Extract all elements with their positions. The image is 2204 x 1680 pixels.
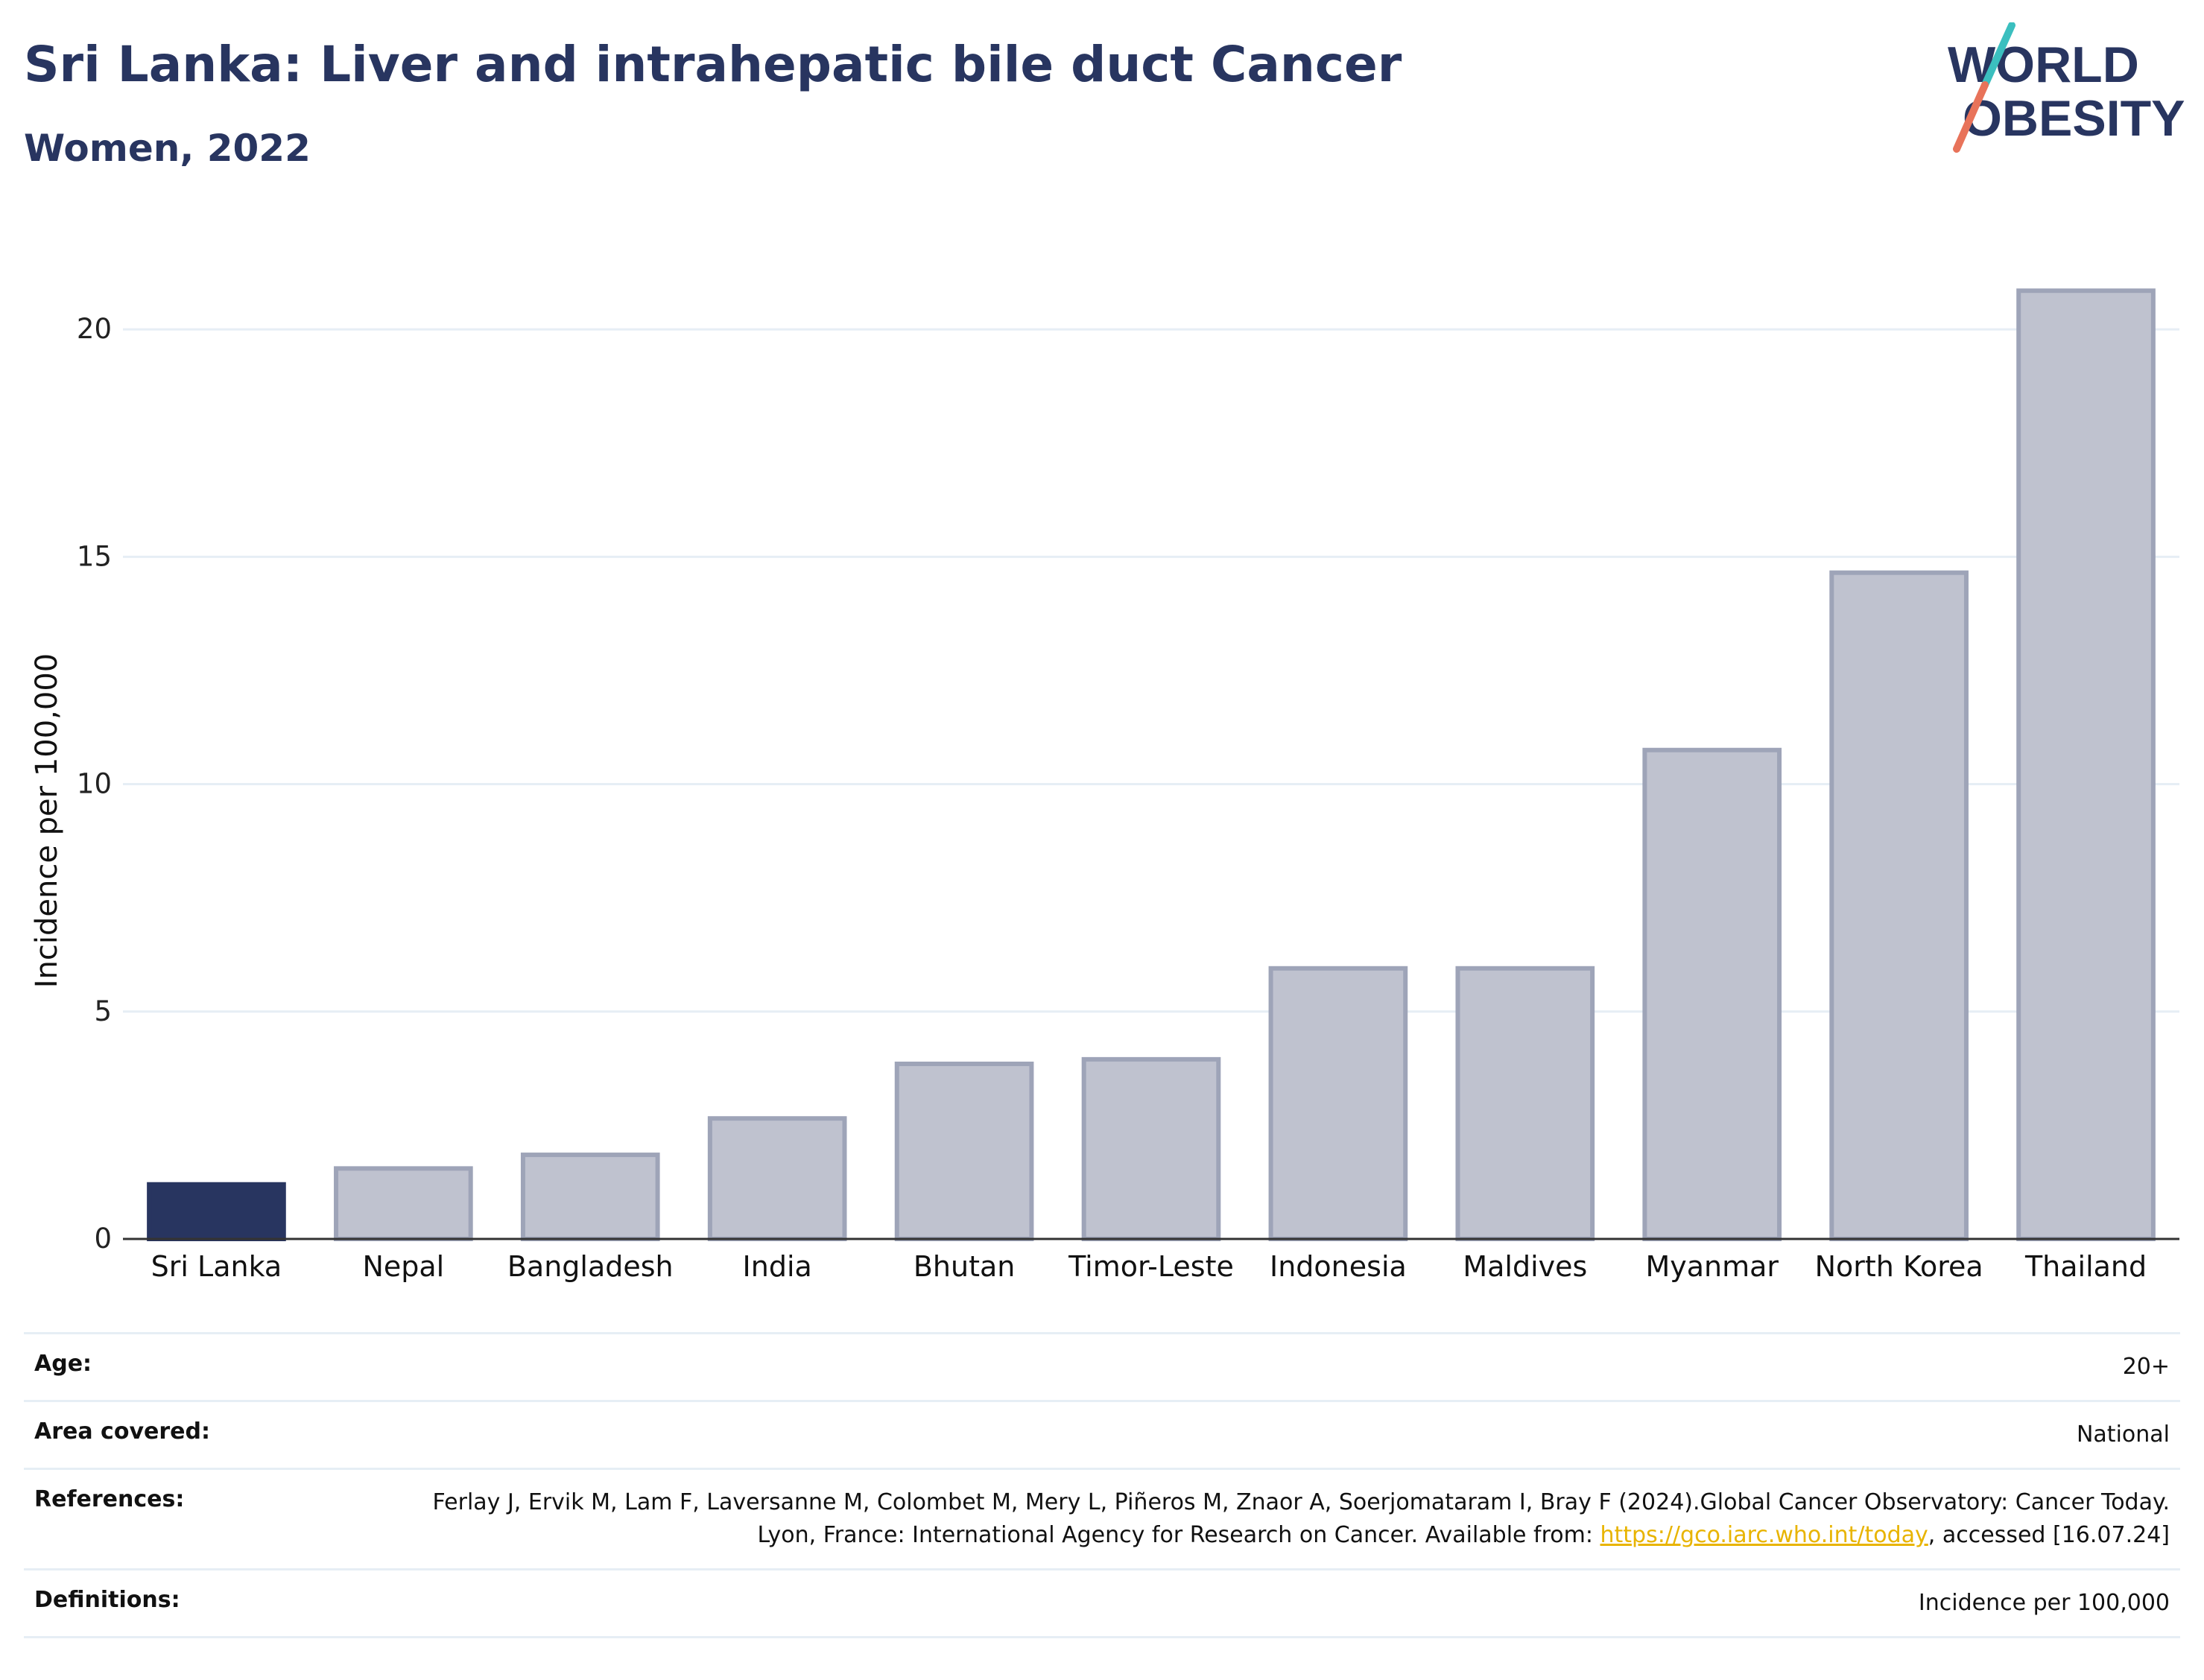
meta-value-definitions: Incidence per 100,000 <box>1918 1590 2170 1616</box>
meta-row-references: References: Ferlay J, Ervik M, Lam F, La… <box>24 1468 2180 1568</box>
world-obesity-logo: WORLD OBESITY <box>1948 22 2185 153</box>
bar-bangladesh <box>520 1153 660 1242</box>
bar-india <box>707 1116 847 1241</box>
x-tick-label: Myanmar <box>1645 1250 1779 1283</box>
meta-label-age: Age: <box>34 1351 92 1377</box>
bar-chart: 0 5 10 15 20 Incidence per 100,000 Sri Lanka Ne… <box>30 288 2179 1283</box>
x-tick-label: Sri Lanka <box>151 1250 282 1283</box>
bar-maldives <box>1455 966 1595 1241</box>
meta-label-area: Area covered: <box>34 1419 210 1445</box>
meta-row-definitions: Definitions: Incidence per 100,000 <box>24 1568 2180 1638</box>
x-tick-label: Nepal <box>362 1250 444 1283</box>
logo-slash-top <box>1981 22 2015 89</box>
bar-sri-lanka <box>147 1182 286 1242</box>
y-tick-label: 10 <box>77 768 112 800</box>
meta-value-age: 20+ <box>2122 1354 2170 1380</box>
meta-row-area: Area covered: National <box>24 1400 2180 1468</box>
reference-accessed: , accessed [16.07.24] <box>1928 1522 2170 1548</box>
logo-word-obesity: OBESITY <box>1963 90 2185 147</box>
x-tick-label: North Korea <box>1815 1250 1983 1283</box>
chart-title: Sri Lanka: Liver and intrahepatic bile d… <box>24 36 1402 93</box>
bar-myanmar <box>1642 747 1782 1241</box>
logo-word-world: WORLD <box>1948 37 2139 93</box>
x-tick-label: Bhutan <box>913 1250 1016 1283</box>
bar-timor-leste <box>1081 1056 1221 1242</box>
bar-indonesia <box>1268 966 1408 1241</box>
bar-thailand <box>2016 288 2156 1241</box>
meta-value-references: Ferlay J, Ervik M, Lam F, Laversanne M, … <box>422 1486 2170 1552</box>
bar-north-korea <box>1829 570 1969 1241</box>
logo-slash-bottom <box>1953 81 1989 153</box>
meta-row-age: Age: 20+ <box>24 1332 2180 1400</box>
y-tick-label: 15 <box>77 540 112 572</box>
y-tick-label: 0 <box>94 1223 112 1255</box>
y-tick-label: 5 <box>94 995 112 1027</box>
x-tick-label: India <box>743 1250 812 1283</box>
x-tick-label: Maldives <box>1463 1250 1587 1283</box>
y-tick-label: 20 <box>77 313 112 345</box>
bar-nepal <box>334 1166 473 1241</box>
chart-subtitle: Women, 2022 <box>24 127 311 170</box>
x-tick-label: Thailand <box>2024 1250 2147 1283</box>
x-tick-label: Timor-Leste <box>1068 1250 1234 1283</box>
x-tick-label: Bangladesh <box>507 1250 674 1283</box>
reference-text: Ferlay J, Ervik M, Lam F, Laversanne M, … <box>432 1489 2170 1548</box>
meta-label-references: References: <box>34 1486 185 1512</box>
bar-bhutan <box>894 1061 1034 1241</box>
y-axis-title: Incidence per 100,000 <box>30 653 64 989</box>
reference-link[interactable]: https://gco.iarc.who.int/today <box>1600 1522 1928 1548</box>
x-tick-label: Indonesia <box>1270 1250 1407 1283</box>
metadata-table: Age: 20+ Area covered: National Referenc… <box>24 1332 2180 1638</box>
meta-label-definitions: Definitions: <box>34 1587 180 1613</box>
meta-value-area: National <box>2076 1421 2170 1448</box>
